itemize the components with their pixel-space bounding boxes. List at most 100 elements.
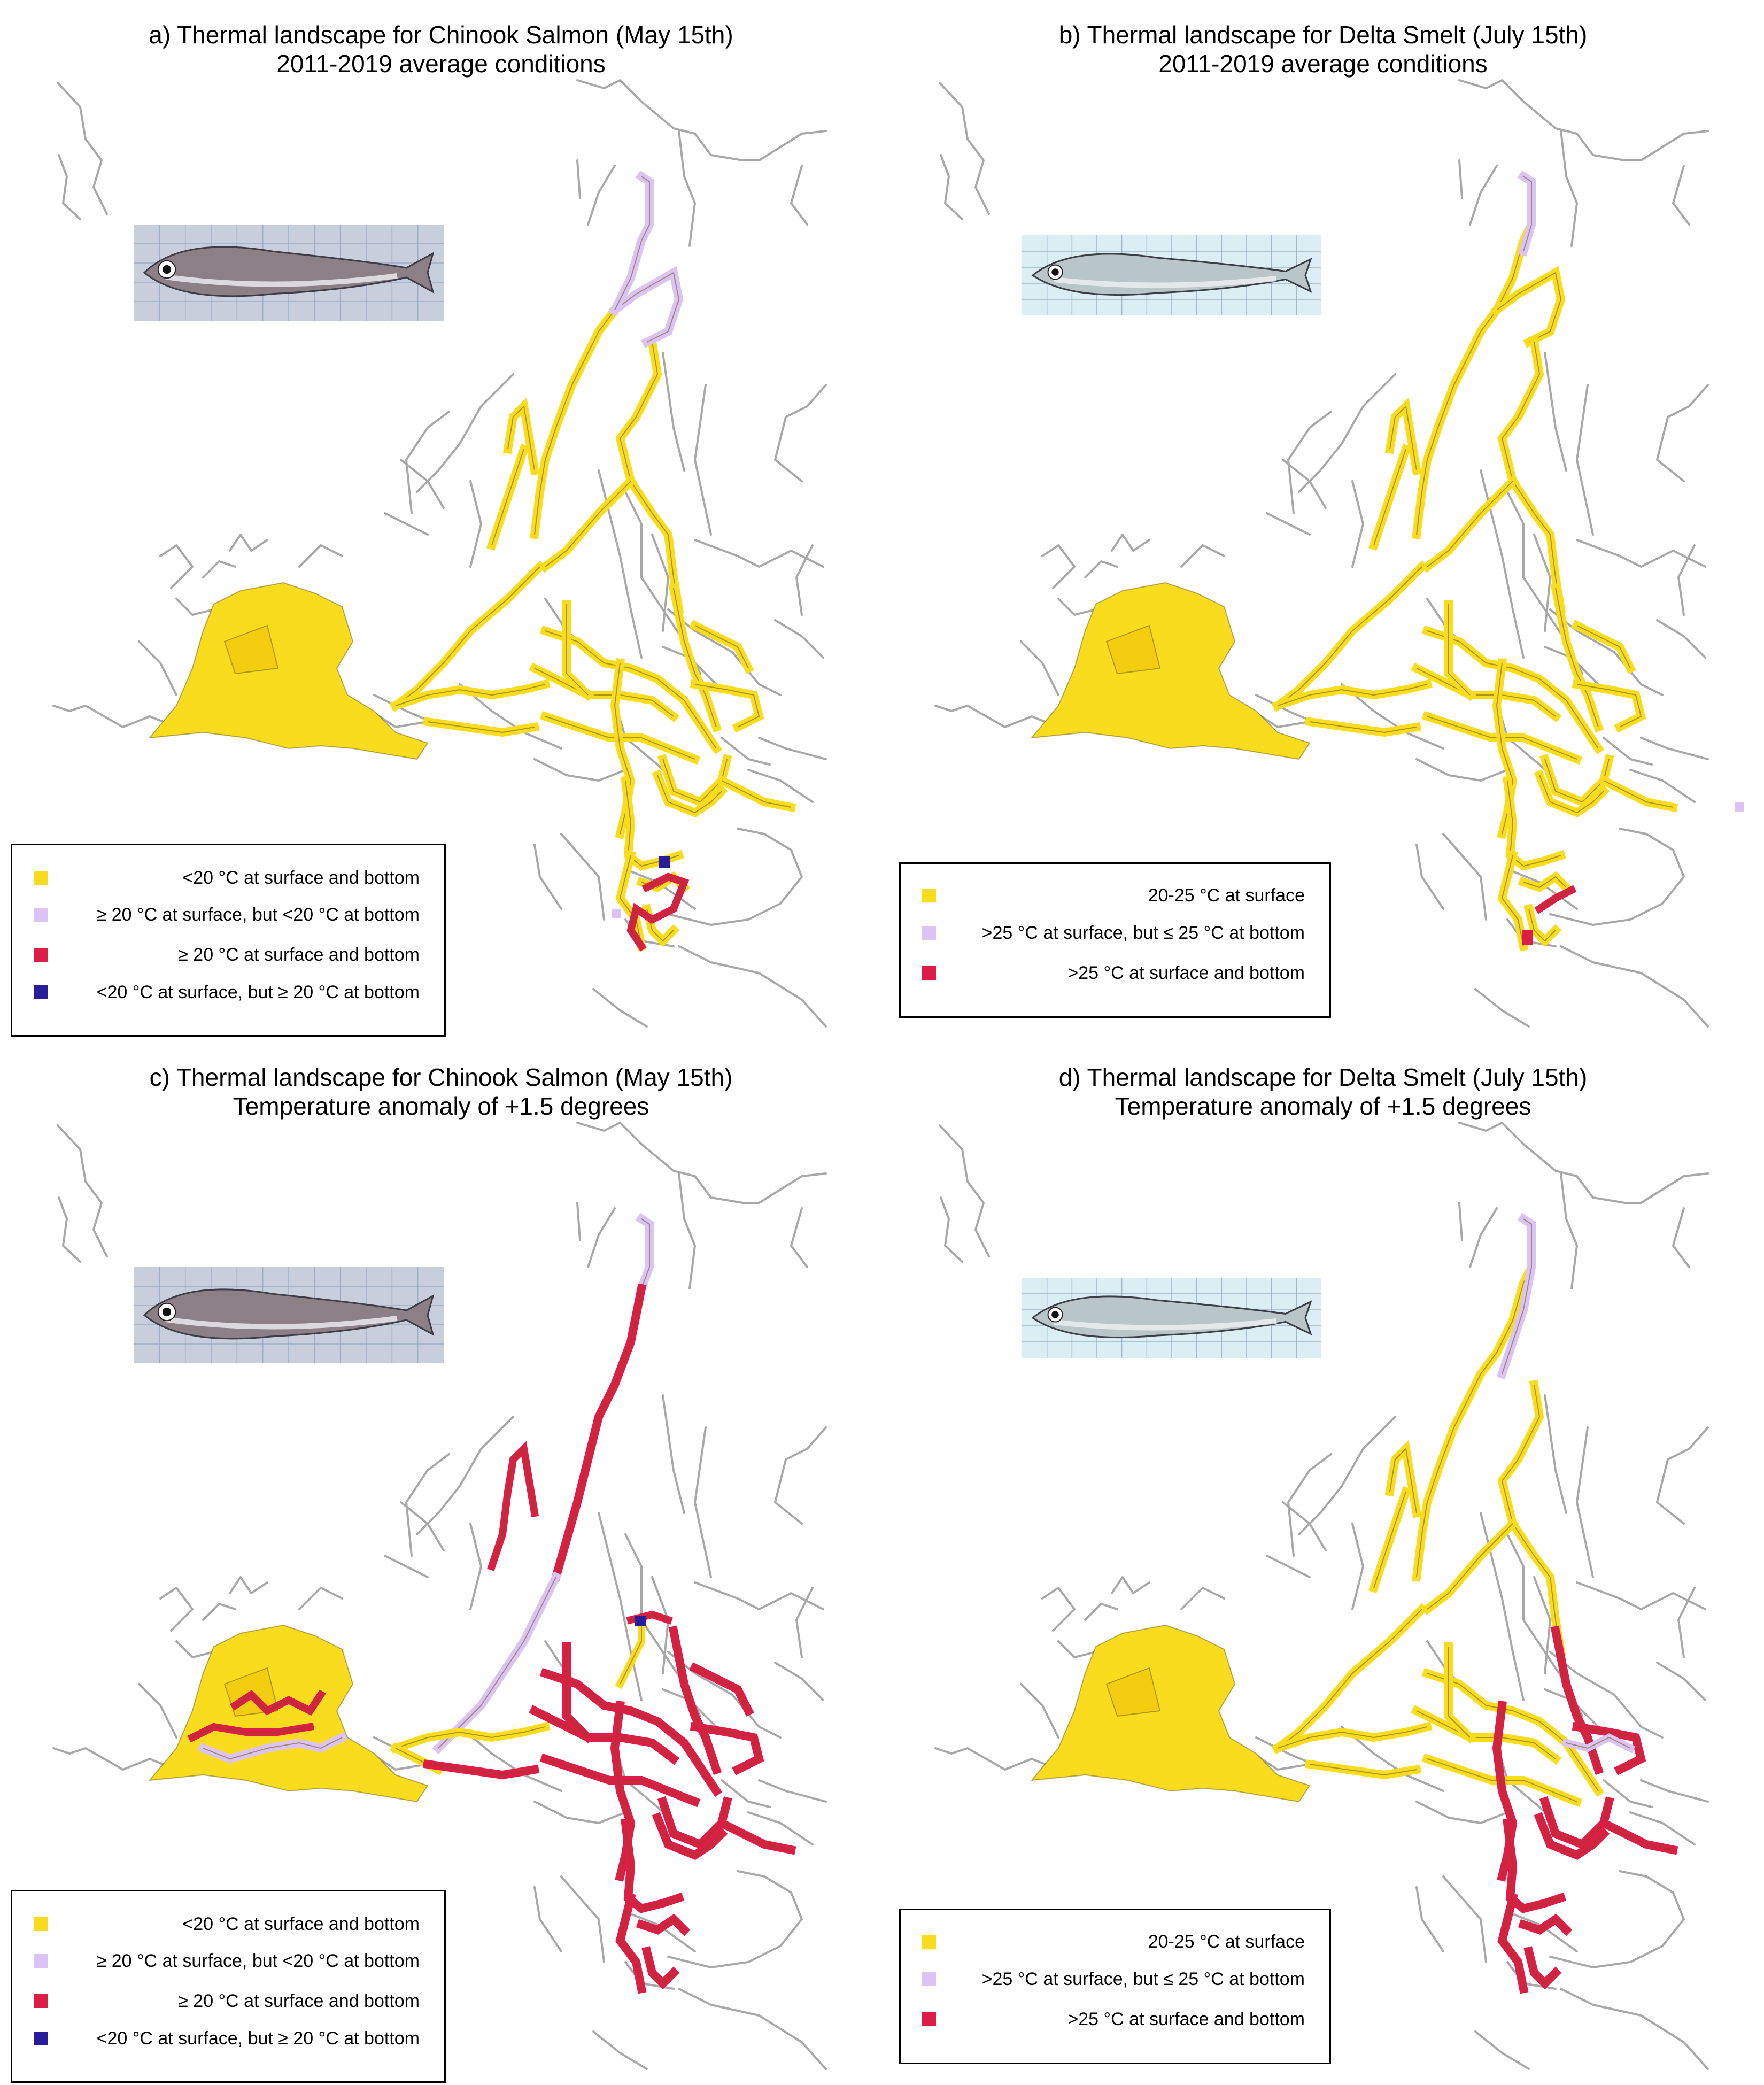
river-line xyxy=(1180,1587,1225,1610)
river-line xyxy=(678,1172,696,1289)
channel-centerline xyxy=(1373,1491,1406,1588)
channel-centerline xyxy=(1539,1817,1604,1856)
legend-item: ≥ 20 °C at surface and bottom xyxy=(12,943,444,967)
river-line xyxy=(1084,1603,1118,1621)
legend-label: 20-25 °C at surface xyxy=(1148,1932,1305,1952)
channel-centerline xyxy=(1277,566,1422,706)
map-legend: <20 °C at surface and bottom ≥ 20 °C at … xyxy=(11,844,446,1037)
legend-label: <20 °C at surface and bottom xyxy=(182,1914,420,1934)
channel-centerline xyxy=(1603,1823,1674,1850)
channel-centerline xyxy=(491,449,524,546)
river-line xyxy=(400,459,445,509)
channel-centerline xyxy=(1603,780,1674,808)
legend-label: >25 °C at surface and bottom xyxy=(1067,963,1305,983)
channel-centerline xyxy=(1416,1710,1556,1759)
river-line xyxy=(469,480,482,568)
river-line xyxy=(576,1122,827,1204)
river-line xyxy=(1415,1886,1444,1952)
river-line xyxy=(694,1426,712,1578)
river-line xyxy=(790,1207,808,1268)
channel-centerline xyxy=(657,1817,722,1856)
river-line xyxy=(934,705,1059,728)
channel-centerline xyxy=(620,1620,642,1685)
channel-centerline xyxy=(1496,272,1561,343)
river-line xyxy=(298,544,343,568)
fish-pupil xyxy=(1051,1311,1059,1318)
river-line xyxy=(459,683,562,750)
river-line xyxy=(1629,769,1696,803)
legend-item: >25 °C at surface and bottom xyxy=(901,2007,1329,2032)
panel-title-line2: 2011-2019 average conditions xyxy=(276,50,606,78)
channel-centerline xyxy=(694,1667,749,1711)
channel-centerline xyxy=(545,481,631,567)
legend-swatch xyxy=(922,889,936,902)
river-line xyxy=(1512,1913,1578,1952)
channel-centerline xyxy=(555,1288,642,1578)
legend-swatch xyxy=(922,926,936,940)
channel-centerline xyxy=(438,1577,556,1749)
legend-item: ≥ 20 °C at surface and bottom xyxy=(12,1989,444,2013)
river-line xyxy=(1415,844,1444,910)
habitat-channel xyxy=(1271,560,1428,712)
panel-title: a) Thermal landscape for Chinook Salmon … xyxy=(0,20,882,78)
legend-swatch xyxy=(34,908,48,922)
river-line xyxy=(1442,833,1487,921)
river-line xyxy=(1480,469,1525,659)
river-line xyxy=(576,159,581,199)
channel-centerline xyxy=(1502,1897,1524,1989)
legend-swatch xyxy=(922,2012,936,2026)
river-line xyxy=(795,544,814,616)
channel-centerline xyxy=(657,775,722,813)
channel-centerline xyxy=(427,721,535,733)
legend-label: <20 °C at surface, but ≥ 20 °C at bottom xyxy=(96,2028,420,2049)
river-line xyxy=(1560,1988,1709,2070)
habitat-channel xyxy=(422,1759,540,1780)
habitat-cell xyxy=(635,1616,646,1626)
channel-centerline xyxy=(1502,1218,1532,1374)
channel-centerline xyxy=(545,630,717,749)
legend-swatch xyxy=(34,1954,48,1968)
panel-c: c) Thermal landscape for Chinook Salmon … xyxy=(0,1042,882,2085)
panel-title: d) Thermal landscape for Delta Smelt (Ju… xyxy=(882,1063,1764,1121)
channel-centerline xyxy=(427,1764,535,1775)
delta-map xyxy=(934,1122,1709,2070)
legend-item: 20-25 °C at surface xyxy=(901,883,1329,908)
channel-centerline xyxy=(1373,449,1406,546)
legend-label: <20 °C at surface and bottom xyxy=(182,868,420,888)
river-line xyxy=(405,1453,450,1557)
channel-centerline xyxy=(662,759,728,802)
channel-centerline xyxy=(620,1897,642,1989)
channel-centerline xyxy=(662,1801,728,1845)
channel-centerline xyxy=(614,662,631,835)
channel-centerline xyxy=(1309,721,1417,733)
habitat-cell xyxy=(612,909,621,918)
fish-belly xyxy=(1054,276,1277,288)
habitat-channel xyxy=(716,1817,796,1855)
legend-swatch xyxy=(922,1935,936,1949)
channel-centerline xyxy=(1523,1919,1567,1930)
channel-centerline xyxy=(566,604,589,696)
river-line xyxy=(1458,1122,1709,1204)
river-line xyxy=(560,833,605,921)
legend-label: <20 °C at surface, but ≥ 20 °C at bottom xyxy=(96,982,420,1002)
river-line xyxy=(1549,828,1685,926)
river-line xyxy=(940,154,963,220)
channel-centerline xyxy=(625,1823,679,1909)
channel-centerline xyxy=(1507,780,1561,867)
fish-pupil xyxy=(1051,268,1059,276)
river-line xyxy=(159,544,194,589)
panel-title-line1: a) Thermal landscape for Chinook Salmon … xyxy=(149,21,733,49)
river-line xyxy=(1469,1207,1498,1268)
legend-swatch xyxy=(34,871,48,885)
channel-centerline xyxy=(1277,1726,1428,1749)
river-line xyxy=(667,1870,803,1968)
river-line xyxy=(694,384,712,536)
channel-centerline xyxy=(1448,604,1471,696)
legend-label: ≥ 20 °C at surface and bottom xyxy=(178,945,420,965)
river-line xyxy=(58,1196,81,1263)
river-line xyxy=(1474,2030,1530,2070)
river-line xyxy=(1677,544,1696,616)
river-line xyxy=(52,1747,177,1771)
habitat-channels xyxy=(148,1213,796,1994)
river-line xyxy=(1020,640,1059,696)
